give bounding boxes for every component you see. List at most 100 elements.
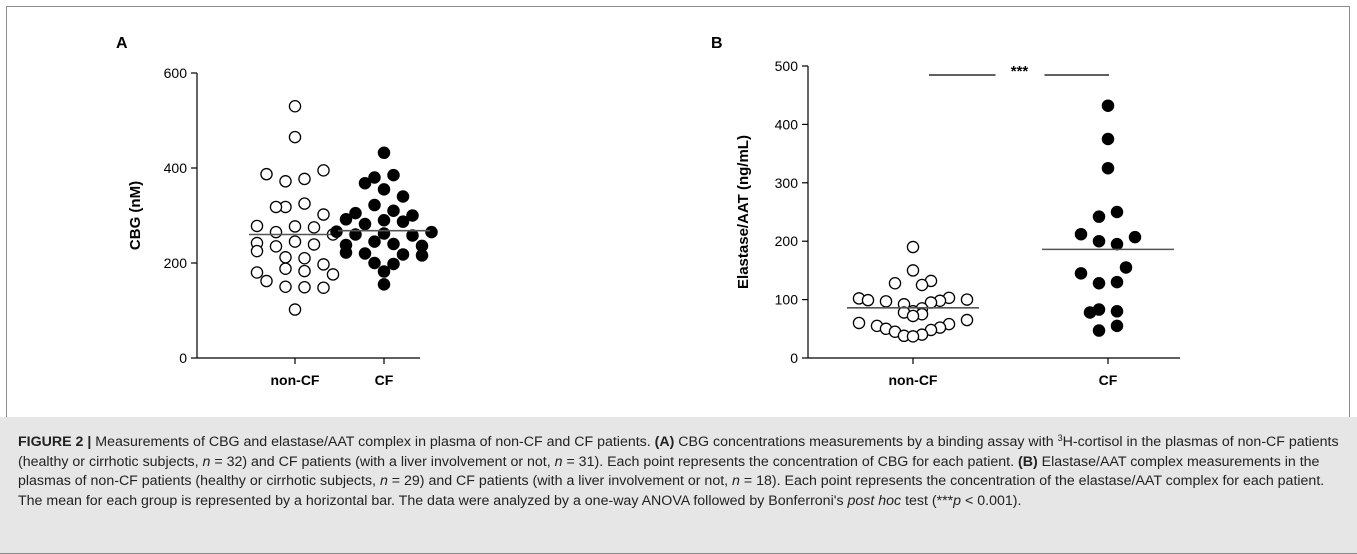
data-point-filled [358,217,372,231]
y-tick-label: 400 [164,160,188,176]
data-point-filled [1101,132,1115,146]
y-tick-label: 500 [775,58,799,74]
data-point-filled [1110,205,1124,219]
data-point-open [279,262,292,275]
data-point-open [250,219,264,233]
panel-b-label: B [711,35,723,52]
data-point-open [906,240,920,254]
data-point-filled [1110,275,1124,289]
caption-segment: < 0.001). [961,492,1022,509]
panel-a-marks [249,100,438,316]
panel-a-axes: 0 200 400 600 non-CF CF [164,65,420,388]
figure-label: FIGURE 2 | [18,434,92,450]
superscript-3: 3 [1057,433,1063,443]
data-point-open [317,208,330,221]
data-point-open [317,258,330,271]
data-point-open [298,197,311,210]
data-point-filled [396,190,410,203]
data-point-filled [1110,237,1124,251]
data-point-open [915,278,929,292]
x-tick-label: non-CF [271,372,320,388]
data-point-filled [339,246,353,259]
figure-panels: A 0 200 400 600 non-CF CF CBG (nM) B 0 100 200 3… [116,35,1180,388]
y-tick-label: 100 [775,292,799,308]
caption-segment: test (*** [901,492,954,509]
data-point-open [288,220,302,233]
n-variable: n [202,453,211,470]
caption-text: FIGURE 2 | Measurements of CBG and elast… [18,433,1343,511]
data-point-filled [330,225,343,238]
data-point-filled [377,146,391,160]
caption-segment: Measurements of CBG and elastase/AAT com… [91,434,655,450]
data-point-filled [387,168,400,182]
significance-label: *** [1011,63,1029,80]
caption-segment: CBG concentrations measurements by a bin… [674,434,1058,450]
caption-segment: Elastase/AAT complex measurements in the… [18,453,1320,490]
data-point-open [298,251,311,265]
data-point-open [326,268,340,281]
data-point-open [288,303,302,316]
data-point-filled [1119,261,1133,274]
data-point-filled [425,225,438,239]
data-point-open [906,330,920,343]
data-point-open [906,309,920,323]
panel-a-y-axis-label: CBG (nM) [127,181,144,250]
data-point-open [307,238,321,251]
data-point-open [269,200,283,214]
data-point-open [307,221,321,234]
data-point-filled [387,237,400,251]
panel-b-y-axis-label: Elastase/AAT (ng/mL) [735,135,752,289]
data-point-open [279,175,292,188]
x-tick-label: CF [1099,372,1118,388]
y-tick-label: 600 [164,65,188,81]
y-tick-label: 0 [790,350,798,366]
y-tick-label: 200 [164,255,188,271]
x-tick-label: CF [375,372,394,388]
data-point-open [279,251,292,264]
data-point-filled [396,248,410,261]
data-point-filled [406,209,419,222]
data-point-open [260,167,273,181]
data-point-filled [1110,319,1124,333]
data-point-filled [377,278,391,291]
data-point-filled [1128,230,1142,244]
data-point-open [852,316,866,330]
data-point-open [288,130,302,144]
data-point-filled [339,213,353,226]
post-hoc-term: post hoc [847,492,902,509]
n-variable: n [554,453,563,470]
data-point-filled [415,249,429,262]
caption-segment: = 18). Each point represents the concent… [18,473,1325,509]
data-point-filled [368,235,381,248]
data-point-filled [1074,267,1088,280]
data-point-open [960,293,974,306]
data-point-filled [387,257,400,271]
data-point-filled [1101,99,1115,112]
caption-segment: = 32) and CF patients (with a liver invo… [210,453,555,470]
data-point-filled [358,176,372,190]
caption-segment: = 29) and CF patients (with a liver invo… [387,473,733,490]
data-point-filled [349,206,362,220]
data-point-open [288,235,302,248]
data-point-open [888,276,902,290]
data-point-filled [1092,234,1106,248]
y-tick-label: 300 [775,175,799,191]
y-tick-label: 400 [775,116,799,132]
data-point-open [298,172,311,186]
data-point-filled [377,227,391,240]
data-point-filled [368,198,381,212]
panel-b-axes: 0 100 200 300 400 500 non-CF CF [775,58,1180,388]
data-point-filled [396,215,410,228]
x-tick-label: non-CF [889,372,938,388]
p-variable: p [953,492,962,509]
data-point-open [250,266,264,279]
data-point-open [260,274,273,288]
figure-caption: FIGURE 2 | Measurements of CBG and elast… [0,417,1357,554]
data-point-filled [349,228,362,241]
data-point-filled [377,213,391,227]
data-point-filled [358,247,372,260]
data-point-filled [406,229,419,242]
caption-segment: = 31). Each point represents the concent… [562,453,1018,470]
n-variable: n [732,473,740,490]
data-point-open [288,100,302,113]
